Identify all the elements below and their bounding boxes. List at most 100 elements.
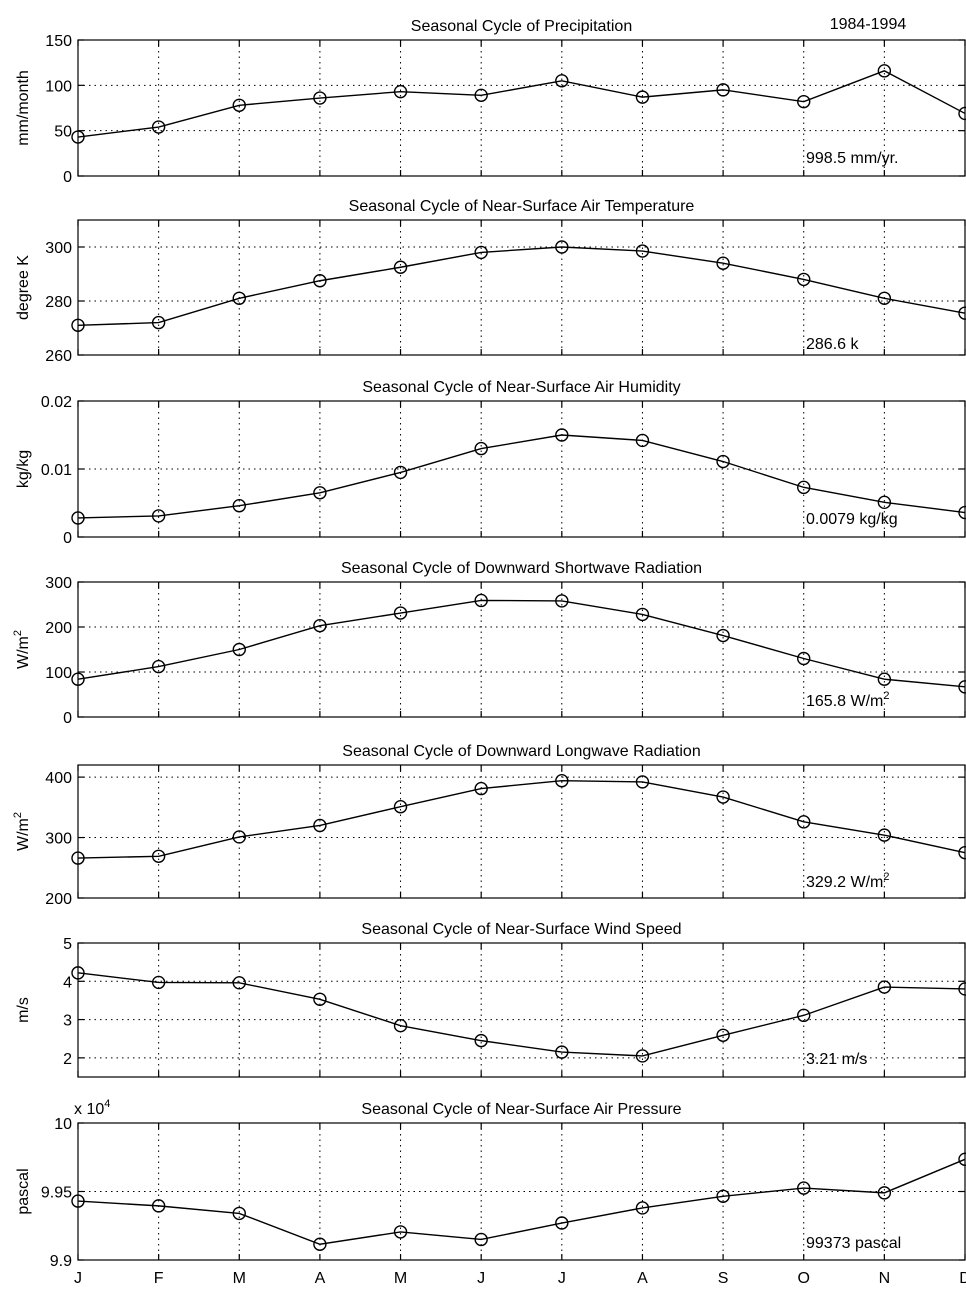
y-tick-label: 4 [63,974,72,991]
data-point-marker [232,499,246,513]
data-point-marker [393,465,408,480]
y-tick-label: 400 [45,770,72,787]
panel-4: Seasonal Cycle of Downward Shortwave Rad… [12,560,966,727]
y-axis-label: kg/kg [15,450,32,488]
y-tick-label: 200 [45,620,72,637]
data-point-marker [393,1225,408,1239]
data-point-marker [797,1008,811,1023]
data-point-marker [716,454,730,469]
x-tick-label: F [154,1270,164,1286]
data-point-marker [958,505,966,520]
data-point-marker [635,775,650,789]
data-point-marker [797,480,811,495]
x-tick-label: M [394,1270,407,1286]
y-tick-label: 0.01 [41,462,72,479]
data-point-marker [71,511,85,525]
data-point-marker [635,1049,650,1063]
y-tick-label: 280 [45,294,72,311]
data-point-marker [71,130,85,144]
panel-title: Seasonal Cycle of Precipitation [411,18,632,35]
y-tick-label: 260 [45,348,72,365]
y-axis-label: m/s [15,997,32,1023]
data-point-marker [474,1232,488,1247]
data-point-marker [958,1152,966,1167]
y-axis-label: pascal [15,1168,32,1214]
x-tick-label: J [74,1270,82,1286]
annual-mean-label: 329.2 W/m2 [806,871,889,891]
y-tick-label: 0 [63,710,72,727]
data-point-marker [877,980,892,994]
plot-frame [77,942,966,1078]
panel-2: Seasonal Cycle of Near-Surface Air Tempe… [15,198,966,365]
y-tick-label: 100 [45,665,72,682]
y-tick-label: 0.02 [41,394,72,411]
annual-mean-label: 998.5 mm/yr. [806,150,898,167]
data-point-marker [555,594,569,608]
data-point-marker [393,260,408,274]
data-point-marker [313,818,327,833]
x-tick-label: J [558,1270,566,1286]
y-exponent-label: x 104 [74,1098,110,1118]
data-point-marker [797,272,811,287]
panel-title: Seasonal Cycle of Downward Longwave Radi… [342,743,700,760]
data-point-marker [716,790,730,804]
y-tick-label: 0 [63,169,72,186]
data-point-marker [474,245,488,260]
y-tick-label: 9.9 [50,1253,72,1270]
data-point-marker [877,828,892,842]
data-point-marker [151,849,166,863]
y-tick-label: 5 [63,936,72,953]
panel-1: Seasonal Cycle of Precipitation 0 50 100 150… [15,18,966,186]
data-point-marker [313,274,327,288]
data-point-marker [71,851,85,865]
data-point-marker [877,672,892,686]
annual-mean-label: 286.6 k [806,336,859,353]
series-line [77,972,966,1057]
data-point-marker [635,1201,650,1215]
data-point-marker [313,1237,327,1251]
data-point-marker [232,976,246,990]
data-point-marker [555,1045,569,1059]
data-point-marker [151,315,166,330]
data-point-marker [555,428,569,442]
data-point-marker [474,88,488,103]
data-point-marker [958,680,966,694]
data-point-marker [313,618,327,633]
annual-mean-label: 165.8 W/m2 [806,690,889,710]
x-tick-label: N [879,1270,891,1286]
data-point-marker [635,90,650,104]
annual-mean-label: 99373 pascal [806,1235,901,1252]
y-tick-label: 10 [54,1116,72,1133]
y-tick-label: 300 [45,831,72,848]
data-point-marker [797,651,811,666]
panel-title: Seasonal Cycle of Downward Shortwave Rad… [341,560,702,577]
data-point-marker [716,628,730,643]
y-tick-label: 50 [54,124,72,141]
y-tick-label: 3 [63,1013,72,1030]
plot-frame [77,764,966,899]
y-tick-label: 0 [63,530,72,547]
data-point-marker [797,815,811,829]
data-point-marker [958,306,966,320]
data-point-marker [877,64,892,78]
x-tick-label: O [798,1270,810,1286]
x-tick-label: M [233,1270,246,1286]
series-line [77,599,966,688]
plot-frame [77,219,966,356]
y-tick-label: 200 [45,891,72,908]
annual-mean-label: 3.21 m/s [806,1051,867,1068]
data-point-marker [474,1033,488,1048]
y-tick-label: 2 [63,1051,72,1068]
plot-frame [77,400,966,538]
y-axis-label: mm/month [15,70,32,146]
data-point-marker [232,1206,246,1221]
data-point-marker [555,774,569,788]
y-tick-label: 100 [45,78,72,95]
data-point-marker [151,975,166,990]
data-point-marker [393,606,408,620]
panel-title: Seasonal Cycle of Near-Surface Air Tempe… [349,198,695,215]
y-axis-label: W/m2 [12,812,32,851]
data-point-marker [958,982,966,996]
